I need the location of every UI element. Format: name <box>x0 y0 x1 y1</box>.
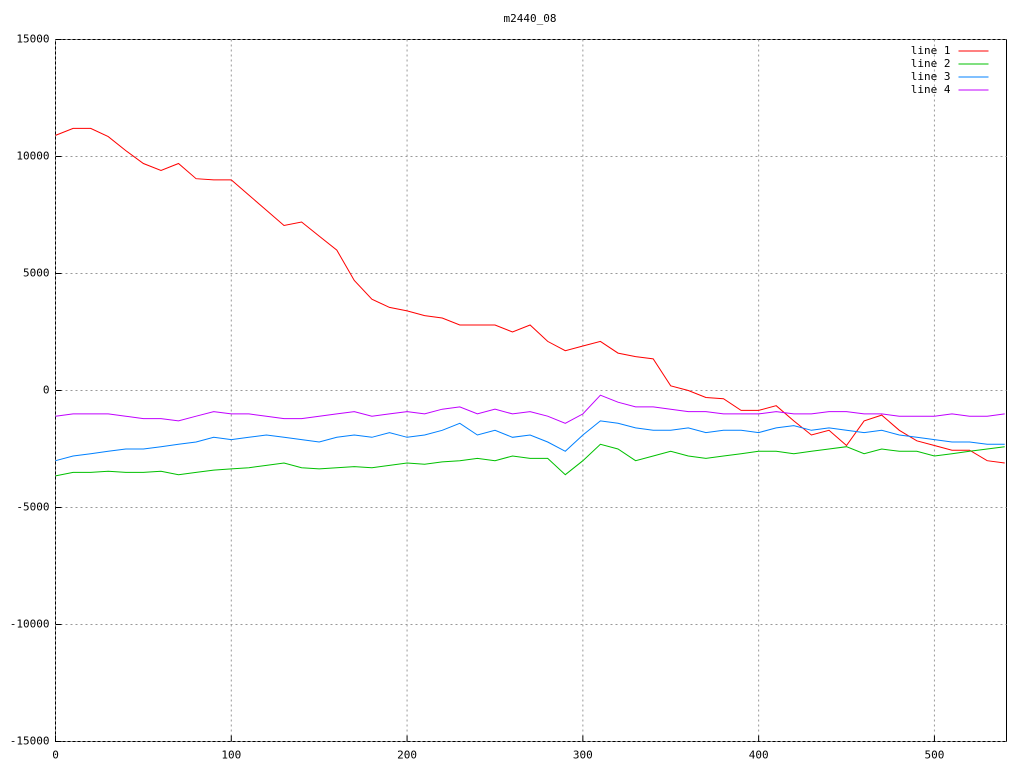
y-tick-label: -10000 <box>10 618 50 631</box>
x-tick-label: 0 <box>52 749 59 762</box>
series-line <box>55 443 1005 477</box>
legend-label: line 1 <box>911 44 951 57</box>
y-tick-label: -5000 <box>16 501 49 514</box>
legend-label: line 3 <box>911 70 951 83</box>
x-tick-label: 100 <box>221 749 241 762</box>
legend-label: line 4 <box>911 83 951 96</box>
y-tick-label: 0 <box>43 384 50 397</box>
y-tick-label: 10000 <box>16 150 49 163</box>
series-line <box>55 127 1005 464</box>
y-tick-label: -15000 <box>10 735 50 748</box>
y-tick-label: 15000 <box>16 33 49 46</box>
series-line <box>55 394 1005 424</box>
x-tick-label: 500 <box>924 749 944 762</box>
x-tick-label: 300 <box>573 749 593 762</box>
legend-label: line 2 <box>911 57 951 70</box>
x-tick-label: 200 <box>397 749 417 762</box>
series-line <box>55 420 1005 462</box>
chart-title: m2440_08 <box>504 12 557 25</box>
x-tick-label: 400 <box>749 749 769 762</box>
y-tick-label: 5000 <box>23 267 50 280</box>
